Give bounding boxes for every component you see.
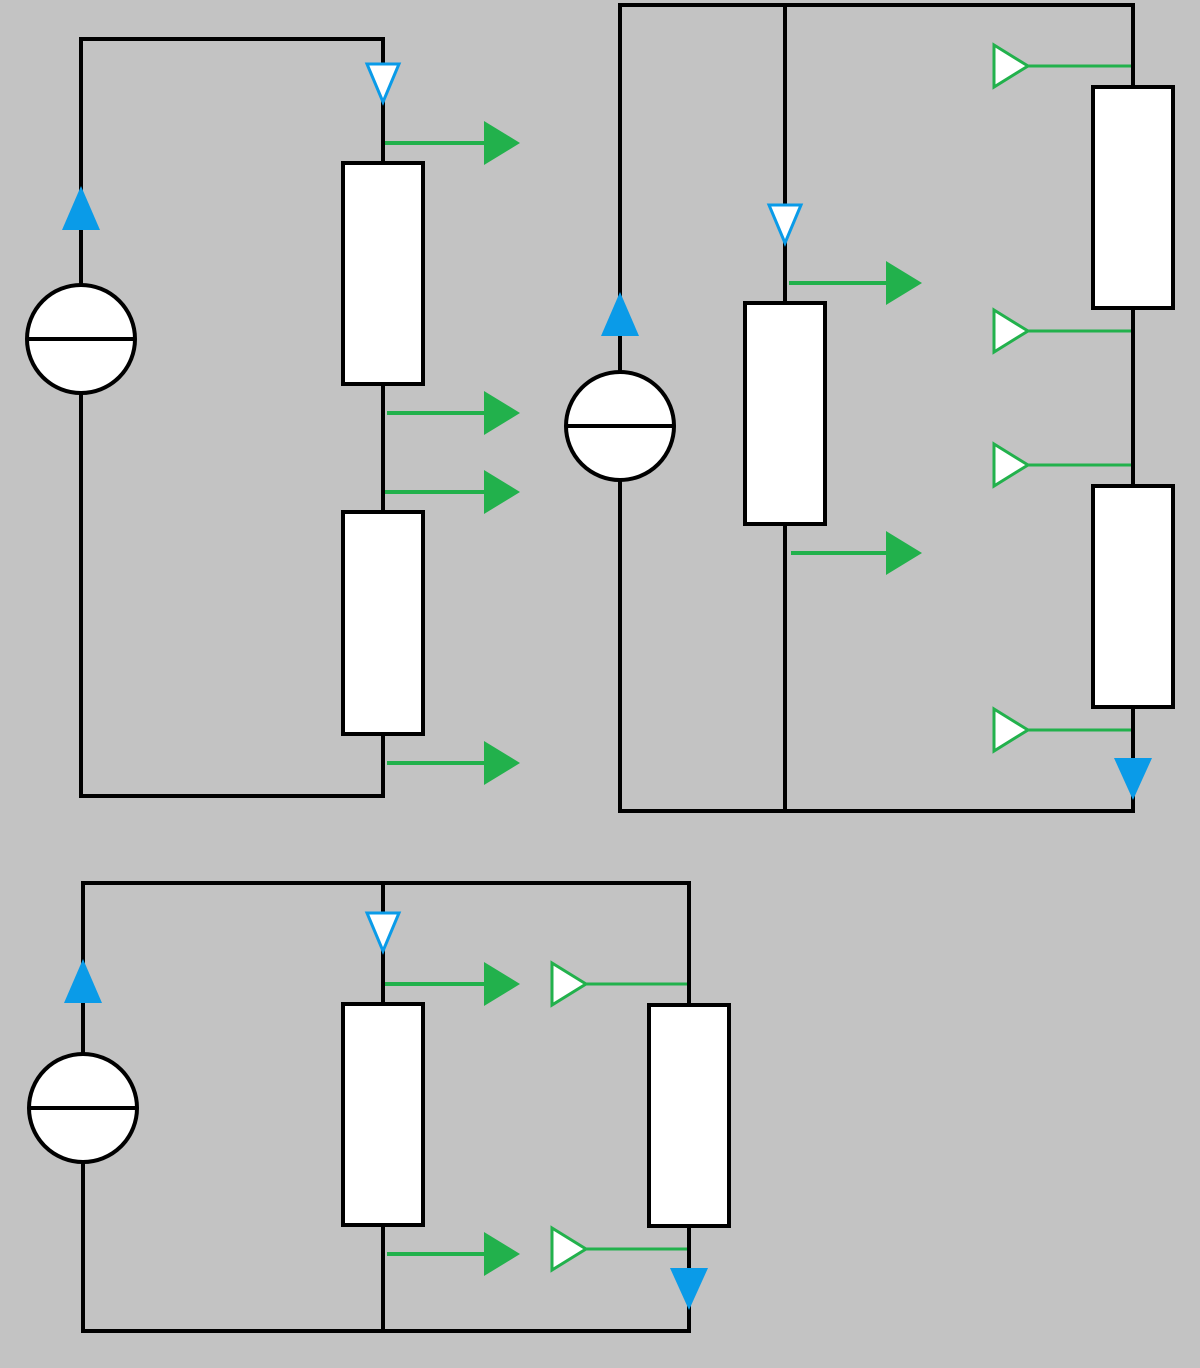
hollow-current-arrow-icon [364, 62, 402, 106]
source-current-arrow-icon [601, 292, 639, 336]
measurement-arrow-head [484, 741, 520, 785]
source-current-arrow-icon [62, 186, 100, 230]
measurement-arrow-icon [387, 391, 520, 435]
probe-arrow-icon [992, 307, 1131, 355]
measurement-arrow-icon [385, 470, 520, 514]
markers [62, 42, 1152, 1310]
probe-arrow-icon [992, 42, 1131, 90]
measurement-arrow-head [484, 391, 520, 435]
source-current-arrow-icon [64, 959, 102, 1003]
probe-arrow-head [992, 307, 1031, 355]
probe-arrow-head [992, 441, 1031, 489]
probe-arrow-head [550, 960, 589, 1008]
components [25, 85, 1175, 1228]
hollow-current-arrow-icon [766, 203, 804, 247]
measurement-arrow-head [886, 261, 922, 305]
current-source-icon [25, 283, 137, 395]
probe-arrow-head [992, 706, 1031, 754]
measurement-arrow-head [886, 531, 922, 575]
wire [618, 3, 1135, 372]
resistor-icon [743, 301, 827, 526]
probe-arrow-icon [992, 441, 1131, 489]
measurement-arrow-icon [791, 531, 922, 575]
probe-arrow-icon [992, 706, 1131, 754]
probe-arrow-icon [550, 960, 687, 1008]
measurement-arrow-head [484, 470, 520, 514]
resistor-icon [341, 510, 425, 736]
current-source-icon [564, 370, 676, 482]
output-current-arrow-icon [1114, 758, 1152, 800]
probe-arrow-icon [550, 1225, 687, 1273]
measurement-arrow-head [484, 962, 520, 1006]
output-current-arrow-icon [670, 1268, 708, 1310]
measurement-arrow-icon [387, 1232, 520, 1276]
hollow-current-arrow-icon [364, 911, 402, 955]
wire [79, 393, 385, 798]
measurement-arrow-icon [789, 261, 922, 305]
resistor-icon [341, 1002, 425, 1227]
wires [79, 3, 1135, 1333]
probe-arrow-head [550, 1225, 589, 1273]
resistor-icon [341, 161, 425, 386]
current-source-icon [27, 1052, 139, 1164]
wire [79, 37, 385, 285]
probe-arrow-head [992, 42, 1031, 90]
resistor-icon [1091, 484, 1175, 709]
wire [618, 480, 1135, 813]
measurement-arrow-icon [385, 121, 520, 165]
measurement-arrow-head [484, 1232, 520, 1276]
measurement-arrow-head [484, 121, 520, 165]
resistor-icon [1091, 85, 1175, 310]
measurement-arrow-icon [387, 741, 520, 785]
measurement-arrow-icon [385, 962, 520, 1006]
resistor-icon [647, 1003, 731, 1228]
